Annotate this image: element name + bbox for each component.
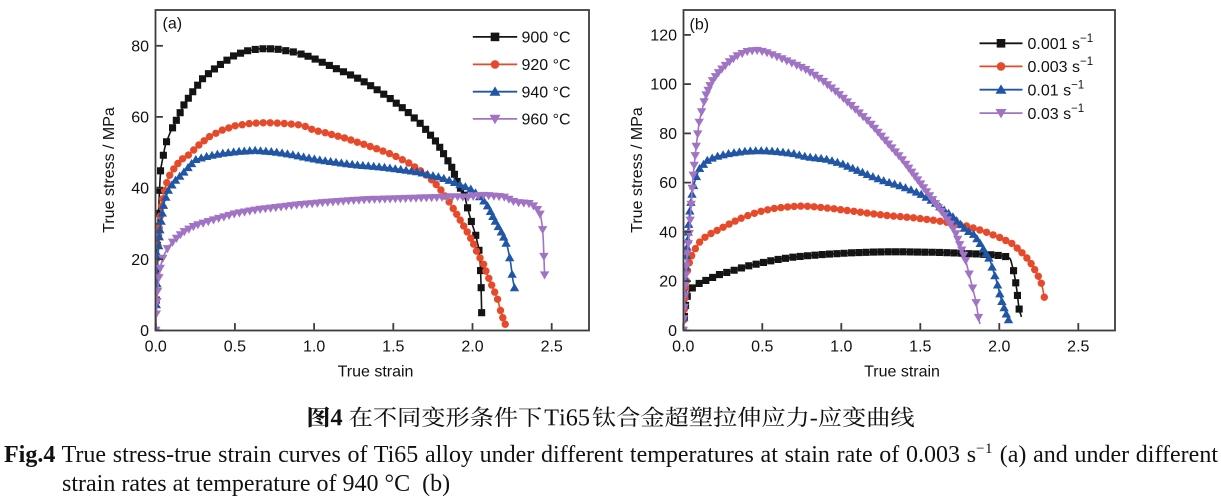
svg-text:True strain: True strain [338, 364, 414, 381]
svg-text:60: 60 [659, 175, 677, 192]
svg-text:1.0: 1.0 [303, 339, 325, 356]
svg-text:900 °C: 900 °C [522, 30, 571, 47]
svg-text:2.5: 2.5 [541, 339, 563, 356]
svg-text:2.0: 2.0 [988, 339, 1010, 356]
svg-text:120: 120 [650, 27, 677, 44]
svg-text:40: 40 [659, 224, 677, 241]
svg-text:2.0: 2.0 [461, 339, 483, 356]
svg-text:40: 40 [131, 181, 149, 198]
svg-text:1.0: 1.0 [830, 339, 852, 356]
svg-text:2.5: 2.5 [1067, 339, 1089, 356]
svg-text:1.5: 1.5 [382, 339, 404, 356]
svg-text:1.5: 1.5 [909, 339, 931, 356]
svg-text:20: 20 [131, 252, 149, 269]
svg-text:0.001 s−1: 0.001 s−1 [1028, 33, 1094, 53]
svg-text:0.0: 0.0 [672, 339, 694, 356]
svg-text:20: 20 [659, 274, 677, 291]
svg-text:0.003 s−1: 0.003 s−1 [1028, 56, 1094, 76]
svg-text:(a): (a) [163, 16, 183, 33]
svg-text:0.01 s−1: 0.01 s−1 [1028, 79, 1085, 99]
svg-text:True stress / MPa: True stress / MPa [101, 107, 118, 233]
svg-text:920 °C: 920 °C [522, 57, 571, 74]
svg-text:100: 100 [650, 77, 677, 94]
svg-text:80: 80 [131, 38, 149, 55]
svg-text:0.5: 0.5 [224, 339, 246, 356]
svg-text:0.5: 0.5 [751, 339, 773, 356]
svg-text:0: 0 [668, 323, 677, 340]
svg-text:(b): (b) [690, 17, 710, 34]
svg-text:0: 0 [140, 323, 149, 340]
svg-text:True stress / MPa: True stress / MPa [629, 107, 646, 233]
svg-text:0.0: 0.0 [145, 339, 167, 356]
svg-text:60: 60 [131, 109, 149, 126]
svg-text:True strain: True strain [864, 364, 940, 381]
svg-text:80: 80 [659, 126, 677, 143]
svg-text:960 °C: 960 °C [522, 112, 571, 129]
svg-text:0.03 s−1: 0.03 s−1 [1028, 103, 1085, 123]
svg-text:940 °C: 940 °C [522, 84, 571, 101]
